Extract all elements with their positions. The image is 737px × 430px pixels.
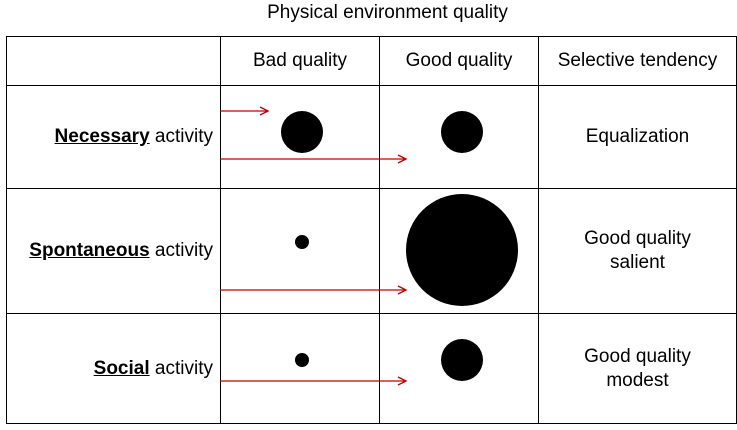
cell-necessary-bad: [220, 85, 380, 189]
row-social-activity: Social activity Good quality modest: [6, 313, 737, 424]
cell-spontaneous-good: [379, 188, 539, 314]
row-necessary-activity: Necessary activity Equalization: [6, 85, 737, 189]
row-label-suffix: activity: [149, 126, 213, 147]
tendency-social: Good quality modest: [538, 313, 737, 424]
cell-spontaneous-bad: [220, 188, 380, 314]
tendency-line: salient: [610, 252, 665, 273]
column-header-bad-quality: Bad quality: [220, 36, 380, 86]
row-label-suffix: activity: [149, 240, 213, 261]
row-label-suffix: activity: [149, 357, 213, 379]
tendency-line: Good quality: [584, 345, 691, 367]
row-label-key: Necessary: [54, 126, 150, 147]
row-spontaneous-activity: Spontaneous activity Good quality salient: [6, 188, 737, 314]
cell-necessary-good: [379, 85, 539, 189]
row-label-key: Social: [93, 357, 150, 379]
column-header-good-quality: Good quality: [379, 36, 539, 86]
column-header-selective-tendency: Selective tendency: [538, 36, 737, 86]
tendency-spontaneous: Good quality salient: [538, 188, 737, 314]
tendency-necessary: Equalization: [538, 85, 737, 189]
header-row: Bad quality Good quality Selective tende…: [6, 36, 737, 86]
page-title: Physical environment quality: [267, 2, 508, 23]
corner-cell: [6, 36, 221, 86]
cell-social-good: [379, 313, 539, 424]
row-label-key: Spontaneous: [29, 240, 150, 261]
activity-quality-table: Bad quality Good quality Selective tende…: [6, 36, 737, 424]
tendency-line: Equalization: [585, 126, 690, 147]
row-label-social: Social activity: [6, 313, 221, 424]
cell-social-bad: [220, 313, 380, 424]
tendency-line: Good quality: [584, 228, 691, 249]
tendency-line: modest: [606, 369, 669, 391]
row-label-spontaneous: Spontaneous activity: [6, 188, 221, 314]
row-label-necessary: Necessary activity: [6, 85, 221, 189]
